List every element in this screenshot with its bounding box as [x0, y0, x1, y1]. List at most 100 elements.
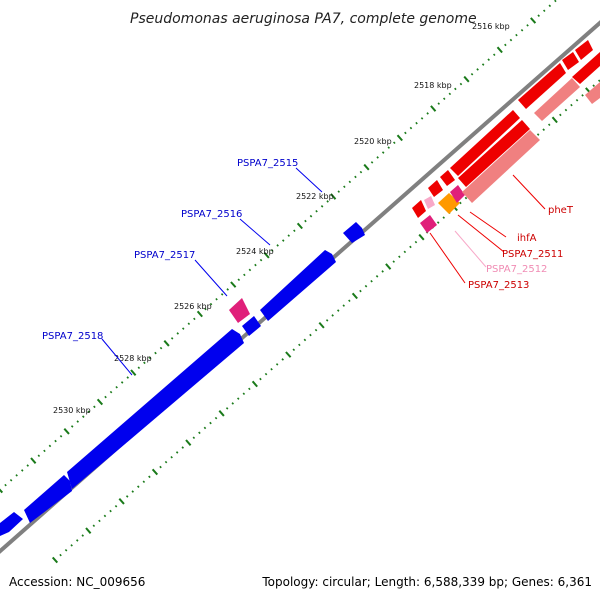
gene-bar-PSPA7_2512[interactable] [424, 196, 435, 209]
gene-bar-red-c[interactable] [518, 63, 566, 109]
scale-tick-minor [454, 87, 457, 91]
scale-tick-major [130, 369, 137, 376]
scale-tick-minor [337, 190, 341, 193]
scale-tick-minor [548, 4, 552, 8]
gene-label-PSPA7_2513[interactable]: PSPA7_2513 [468, 280, 529, 291]
gene-bar-red-a[interactable] [428, 180, 443, 197]
gene-bar-PSPA7_2516[interactable] [260, 250, 336, 321]
scale-tick-minor [331, 314, 334, 317]
gene-label-PSPA7_2511[interactable]: PSPA7_2511 [502, 249, 563, 260]
scale-tick-minor [164, 460, 168, 464]
gene-bar-red-b[interactable] [440, 170, 455, 186]
gene-bar-PSPA7_2517[interactable] [242, 316, 261, 336]
scale-tick-minor [459, 201, 462, 205]
scale-tick-major [230, 281, 237, 288]
gene-label-PSPA7_2518[interactable]: PSPA7_2518 [42, 331, 103, 342]
gene-label-PSPA7_2517[interactable]: PSPA7_2517 [134, 250, 195, 261]
scale-tick-major [363, 163, 370, 171]
scale-tick-minor [270, 367, 273, 371]
scale-tick-minor [275, 363, 279, 366]
tick-label-2530: 2530 kbp [53, 406, 91, 415]
gene-bar-partial[interactable] [0, 512, 23, 536]
scale-tick-major [418, 233, 425, 241]
scale-tick-minor [37, 454, 41, 458]
accession-text: Accession: NC_009656 [9, 575, 145, 589]
scale-tick-minor [436, 221, 440, 224]
gene-bar-ihfA[interactable] [412, 200, 426, 218]
scale-tick-minor [520, 28, 524, 32]
scale-tick-minor [287, 234, 291, 237]
tick-label-2528: 2528 kbp [114, 354, 152, 363]
gene-bar-red-e[interactable] [575, 40, 593, 60]
scale-tick-minor [137, 366, 141, 370]
gene-bar-shadow-3[interactable] [585, 82, 600, 104]
gene-bar-PSPA7_2513[interactable] [420, 215, 437, 233]
scale-tick-minor [15, 474, 18, 477]
gene-bar-shadow-1[interactable] [462, 130, 540, 203]
scale-tick-minor [154, 351, 157, 355]
gene-bar-magenta-2[interactable] [450, 185, 465, 203]
scale-tick-minor [242, 392, 246, 396]
scale-tick-minor [92, 524, 96, 528]
scale-tick-minor [76, 420, 80, 423]
tick-label-2526: 2526 kbp [174, 302, 212, 311]
scale-tick-major [263, 251, 270, 259]
scale-tick-major [118, 498, 125, 505]
gene-bar-magenta-small[interactable] [229, 298, 250, 323]
scale-tick-major [96, 398, 104, 406]
gene-label-PSPA7_2516[interactable]: PSPA7_2516 [181, 209, 242, 220]
leader-line-PSPA7_2517 [194, 259, 228, 297]
scale-tick-minor [348, 180, 352, 184]
tick-label-2516: 2516 kbp [472, 22, 510, 31]
scale-tick-minor [109, 509, 112, 513]
gene-bar-red-d[interactable] [562, 52, 579, 70]
scale-tick-minor [59, 553, 62, 557]
scale-tick-major [463, 75, 470, 83]
scale-tick-minor [459, 82, 463, 86]
scale-tick-minor [575, 98, 579, 102]
scale-tick-minor [148, 475, 151, 479]
gene-bar-pheT[interactable] [450, 110, 520, 176]
scale-tick-minor [70, 544, 73, 547]
scale-tick-minor [192, 436, 196, 440]
gene-label-PSPA7_2512[interactable]: PSPA7_2512 [486, 264, 547, 275]
gene-label-ihfA[interactable]: ihfA [517, 233, 537, 244]
scale-tick-minor [93, 405, 96, 409]
gene-bar-PSPA7_2515[interactable] [343, 222, 365, 243]
scale-tick-minor [75, 539, 79, 542]
scale-tick-minor [325, 319, 329, 322]
gene-label-pheT[interactable]: pheT [548, 205, 574, 216]
scale-tick-minor [442, 216, 446, 219]
scale-tick-major [185, 439, 192, 446]
gene-bar-PSPA7_2518-left[interactable] [24, 475, 72, 523]
leader-line-PSPA7_2511 [457, 214, 505, 253]
scale-tick-minor [415, 121, 418, 125]
scale-tick-major [0, 488, 4, 494]
gene-bar-red-f[interactable] [572, 52, 600, 84]
scale-tick-minor [547, 123, 551, 127]
scale-tick-minor [137, 485, 140, 488]
scale-tick-major [30, 457, 37, 464]
gene-label-PSPA7_2515[interactable]: PSPA7_2515 [237, 158, 298, 169]
gene-bar-shadow-2[interactable] [534, 78, 580, 121]
gene-bar-PSPA7_2518[interactable] [67, 329, 244, 489]
scale-tick-minor [581, 94, 584, 97]
scale-tick-minor [442, 97, 446, 101]
scale-tick-minor [492, 53, 496, 57]
scale-tick-minor [193, 317, 196, 321]
scale-tick-minor [487, 58, 490, 61]
scale-tick-minor [354, 175, 357, 179]
scale-tick-minor [226, 288, 229, 291]
gene-bar-pheS[interactable] [458, 120, 530, 187]
map-title: Pseudomonas aeruginosa PA7, complete gen… [130, 11, 477, 27]
scale-tick-minor [376, 156, 379, 159]
scale-tick-minor [4, 483, 7, 487]
scale-tick-minor [398, 255, 401, 259]
scale-tick-minor [104, 395, 107, 399]
scale-tick-minor [592, 84, 595, 87]
leader-line-PSPA7_2515 [295, 167, 323, 193]
scale-tick-minor [392, 260, 396, 263]
scale-tick-minor [409, 126, 413, 130]
scale-tick-major [63, 428, 70, 435]
